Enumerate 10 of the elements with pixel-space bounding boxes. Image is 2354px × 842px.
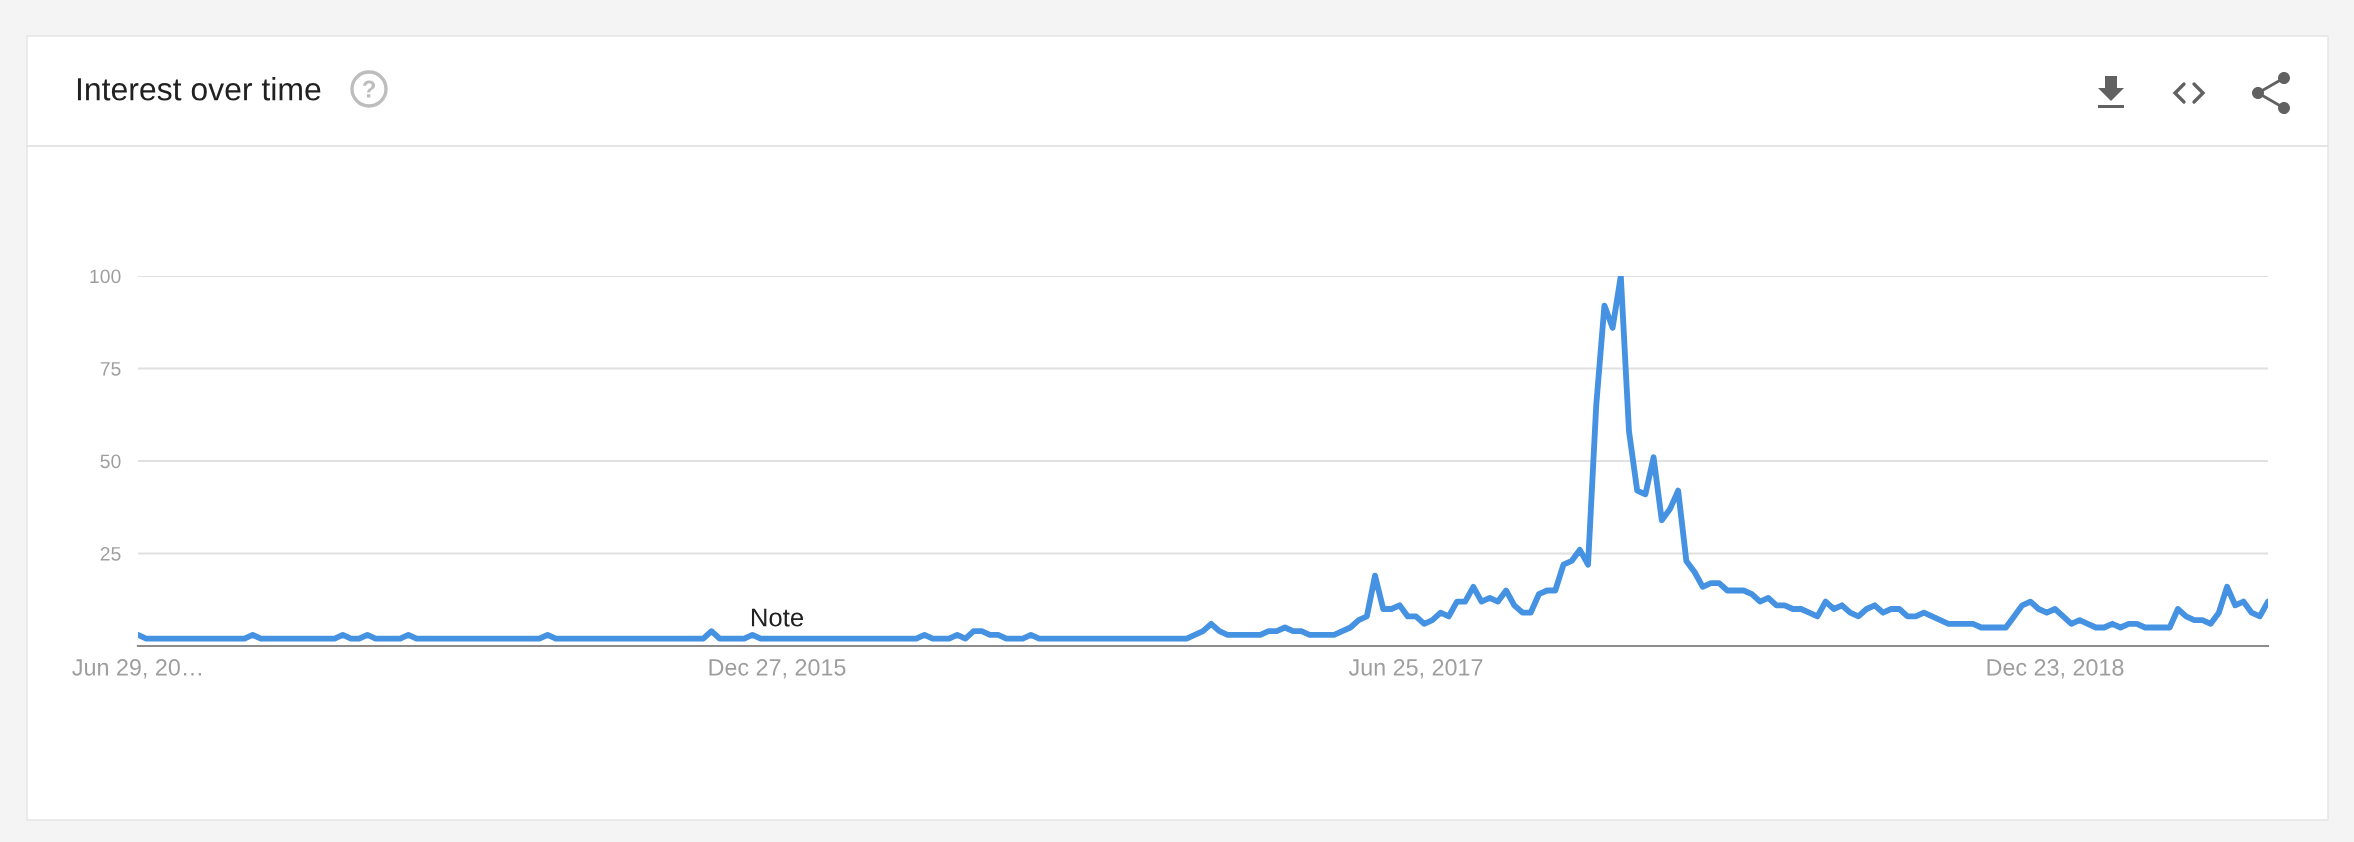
- y-tick-label: 25: [100, 546, 121, 561]
- x-tick-label: Dec 23, 2018: [1987, 659, 2124, 679]
- chart-title: Interest over time: [77, 77, 321, 101]
- y-tick-label: 75: [100, 362, 121, 376]
- y-tick-label: 100: [90, 269, 121, 284]
- x-tick-label: Jun 25, 2017: [1348, 659, 1483, 679]
- x-tick-label: Jun 29, 20…: [72, 659, 201, 679]
- annotation: Note: [751, 608, 803, 627]
- y-tick-label: 50: [100, 454, 121, 469]
- x-tick-label: Dec 27, 2015: [709, 659, 846, 679]
